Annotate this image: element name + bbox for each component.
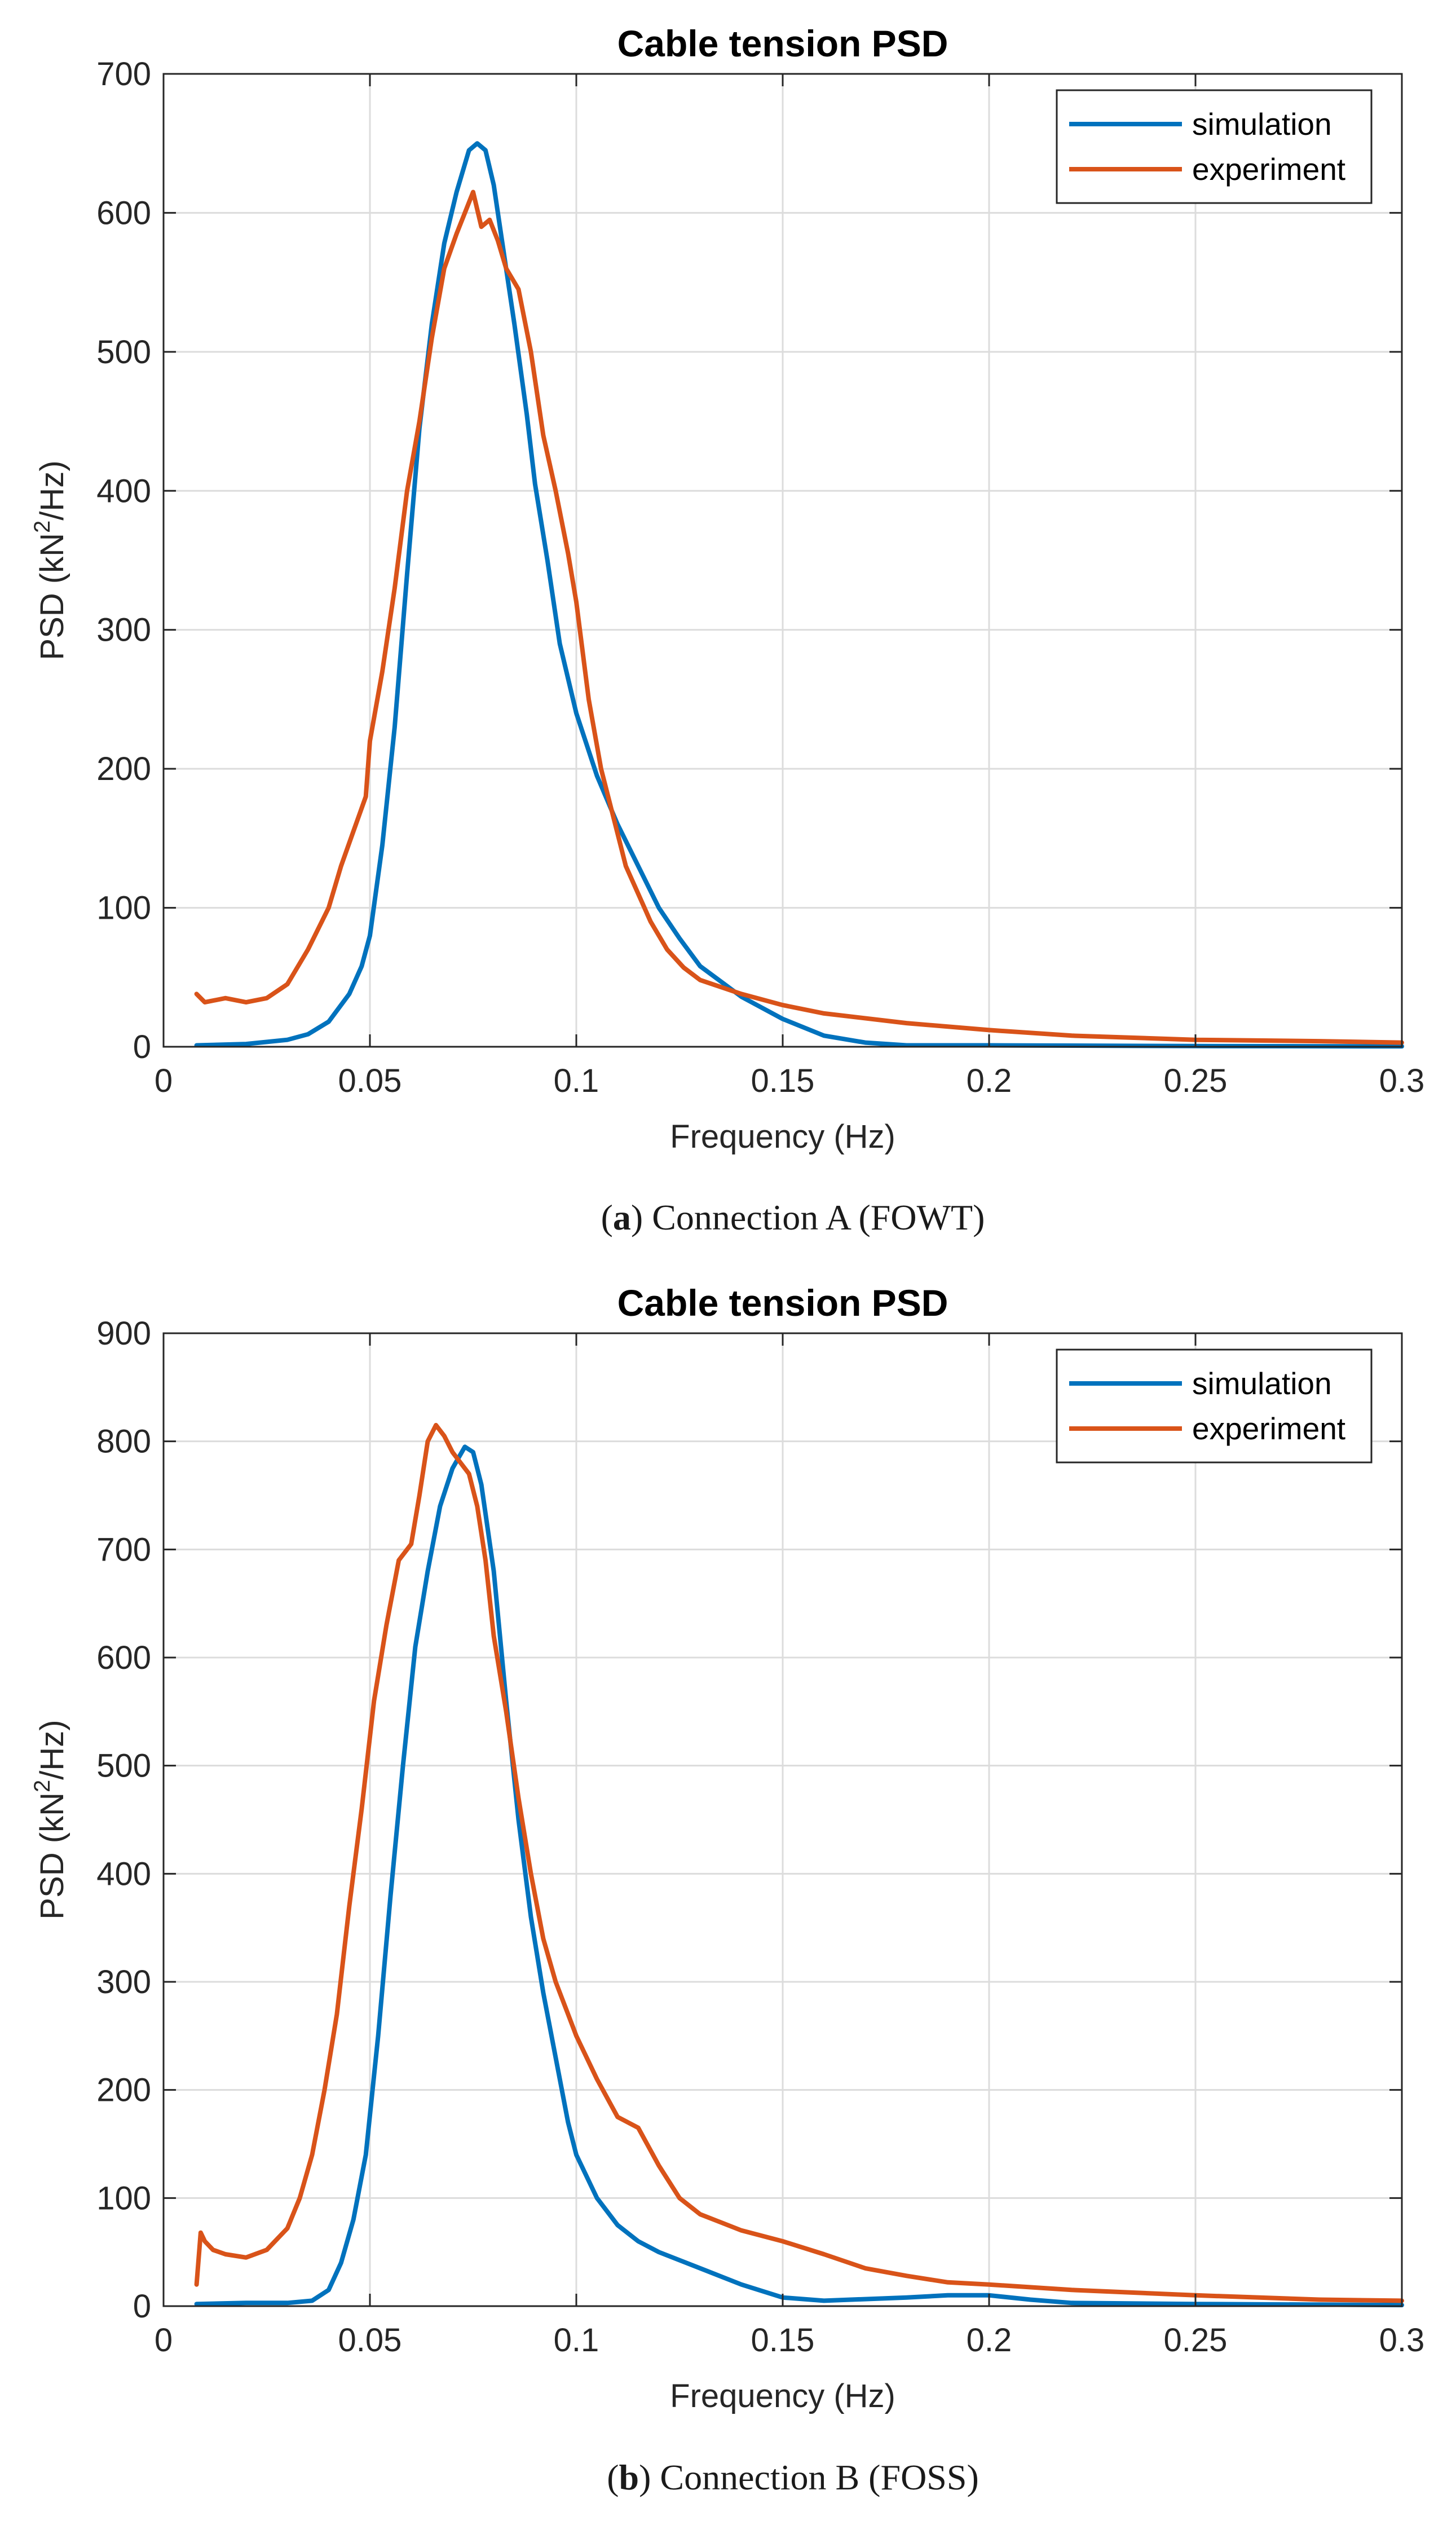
- y-axis-label-prefix: PSD (kN: [34, 533, 70, 660]
- y-tick-label: 600: [96, 1639, 151, 1676]
- series-group: [194, 1422, 1404, 2308]
- y-tick-label: 500: [96, 334, 151, 371]
- caption-text: Connection B (FOSS): [660, 2457, 978, 2497]
- y-tick-label: 800: [96, 1423, 151, 1460]
- y-tick-label: 0: [133, 1029, 151, 1065]
- x-tick-label: 0.1: [554, 1063, 599, 1099]
- y-tick-label: 700: [96, 1531, 151, 1568]
- series-line-simulation: [194, 141, 1404, 1049]
- y-axis-label: PSD (kN2/Hz): [30, 460, 70, 660]
- series-line-experiment: [194, 1422, 1404, 2303]
- caption-letter: b: [619, 2457, 639, 2497]
- y-tick-label: 900: [96, 1315, 151, 1352]
- ticks: 0 0.05 0.1 0.15 0.2 0.25 0.3 0 100 200 300 400 500 60…: [96, 1315, 1424, 2359]
- legend-box: [1056, 1348, 1373, 1464]
- x-tick-label: 0.2: [967, 1063, 1012, 1099]
- y-tick-label: 400: [96, 473, 151, 509]
- chart-title: Cable tension PSD: [617, 1282, 948, 1324]
- figure-caption: (a) Connection A (FOWT): [601, 1197, 985, 1237]
- series-group: [194, 141, 1404, 1049]
- x-tick-label: 0.25: [1164, 2322, 1228, 2359]
- legend-label-experiment: experiment: [1192, 1411, 1345, 1446]
- legend: simulation experiment: [1056, 1348, 1373, 1464]
- x-tick-label: 0: [155, 2322, 173, 2359]
- y-axis-label-sup: 2: [30, 521, 55, 533]
- y-tick-label: 0: [133, 2288, 151, 2325]
- chart-panel-a: 0 0.05 0.1 0.15 0.2 0.25 0.3 0 100 200 300 400 500 60…: [30, 23, 1424, 1237]
- caption-close-paren: ): [639, 2457, 660, 2497]
- x-tick-label: 0.3: [1379, 2322, 1425, 2359]
- ticks: 0 0.05 0.1 0.15 0.2 0.25 0.3 0 100 200 300 400 500 60…: [96, 56, 1424, 1099]
- y-tick-label: 200: [96, 2072, 151, 2109]
- x-tick-label: 0.2: [967, 2322, 1012, 2359]
- y-tick-label: 500: [96, 1748, 151, 1784]
- y-tick-label: 300: [96, 612, 151, 649]
- x-axis-label: Frequency (Hz): [670, 2378, 895, 2414]
- y-tick-label: 300: [96, 1964, 151, 2000]
- y-axis-label-suffix: /Hz): [34, 1720, 70, 1779]
- chart-title: Cable tension PSD: [617, 23, 948, 64]
- y-tick-label: 200: [96, 751, 151, 787]
- x-tick-label: 0.15: [751, 1063, 815, 1099]
- x-tick-label: 0.05: [338, 2322, 402, 2359]
- x-tick-label: 0.25: [1164, 1063, 1228, 1099]
- caption-close-paren: ): [631, 1197, 652, 1237]
- series-line-simulation: [194, 1444, 1404, 2308]
- legend: simulation experiment: [1056, 89, 1373, 204]
- y-tick-label: 400: [96, 1856, 151, 1892]
- caption-open-paren: (: [601, 1197, 613, 1237]
- x-tick-label: 0: [155, 1063, 173, 1099]
- chart-panel-b: 0 0.05 0.1 0.15 0.2 0.25 0.3 0 100 200 300 400 500 60…: [30, 1282, 1424, 2497]
- y-tick-label: 600: [96, 195, 151, 231]
- x-tick-label: 0.15: [751, 2322, 815, 2359]
- series-line-experiment: [194, 189, 1404, 1045]
- caption-open-paren: (: [607, 2457, 619, 2497]
- y-tick-label: 100: [96, 890, 151, 927]
- x-tick-label: 0.3: [1379, 1063, 1425, 1099]
- y-axis-label: PSD (kN2/Hz): [30, 1720, 70, 1919]
- legend-box: [1056, 89, 1373, 204]
- legend-label-experiment: experiment: [1192, 152, 1345, 187]
- figure-caption: (b) Connection B (FOSS): [607, 2457, 979, 2497]
- x-tick-label: 0.05: [338, 1063, 402, 1099]
- y-axis-label-prefix: PSD (kN: [34, 1792, 70, 1920]
- x-tick-label: 0.1: [554, 2322, 599, 2359]
- x-axis-label: Frequency (Hz): [670, 1118, 895, 1155]
- caption-letter: a: [613, 1197, 631, 1237]
- y-tick-label: 100: [96, 2180, 151, 2216]
- legend-label-simulation: simulation: [1192, 1366, 1332, 1401]
- y-tick-label: 700: [96, 56, 151, 92]
- legend-label-simulation: simulation: [1192, 107, 1332, 142]
- y-axis-label-sup: 2: [30, 1780, 55, 1792]
- caption-text: Connection A (FOWT): [652, 1197, 985, 1237]
- y-axis-label-suffix: /Hz): [34, 460, 70, 520]
